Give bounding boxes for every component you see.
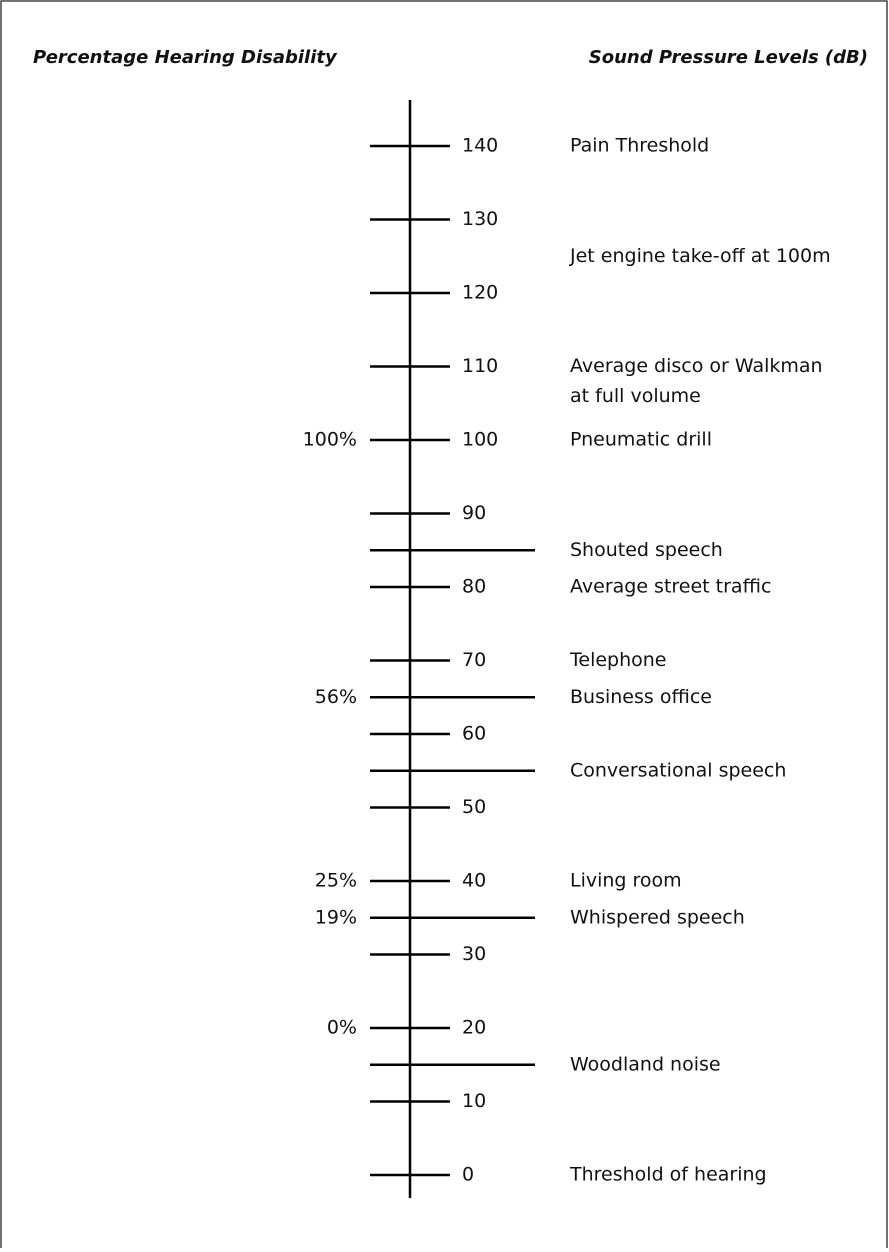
tick-label: 110 bbox=[462, 355, 498, 377]
tick-label: 40 bbox=[462, 870, 486, 892]
source-label: Living room bbox=[570, 870, 682, 892]
source-label: Jet engine take-off at 100m bbox=[569, 245, 831, 267]
left-title: Percentage Hearing Disability bbox=[33, 47, 338, 68]
disability-label: 25% bbox=[315, 870, 357, 892]
source-label: Shouted speech bbox=[570, 539, 723, 561]
tick-label: 60 bbox=[462, 723, 486, 745]
source-label: Whispered speech bbox=[570, 906, 745, 928]
tick-label: 50 bbox=[462, 796, 486, 818]
tick-label: 10 bbox=[462, 1090, 486, 1112]
source-label: Pain Threshold bbox=[570, 135, 709, 157]
tick-label: 120 bbox=[462, 282, 498, 304]
source-label: Average street traffic bbox=[570, 576, 771, 598]
disability-label: 0% bbox=[327, 1017, 357, 1039]
tick-label: 20 bbox=[462, 1017, 486, 1039]
source-label: Business office bbox=[570, 686, 712, 708]
source-label: Threshold of hearing bbox=[569, 1164, 767, 1186]
source-label: Telephone bbox=[569, 649, 667, 671]
source-label: Woodland noise bbox=[570, 1053, 721, 1075]
source-label: Average disco or Walkman bbox=[570, 355, 823, 377]
right-title: Sound Pressure Levels (dB) bbox=[589, 47, 868, 68]
tick-label: 70 bbox=[462, 649, 486, 671]
disability-label: 56% bbox=[315, 686, 357, 708]
tick-label: 90 bbox=[462, 502, 486, 524]
tick-label: 130 bbox=[462, 208, 498, 230]
disability-label: 19% bbox=[315, 906, 357, 928]
tick-label: 140 bbox=[462, 135, 498, 157]
tick-label: 0 bbox=[462, 1164, 474, 1186]
source-label: Conversational speech bbox=[570, 759, 786, 781]
disability-label: 100% bbox=[303, 429, 357, 451]
tick-label: 80 bbox=[462, 576, 486, 598]
source-label: at full volume bbox=[570, 385, 701, 407]
source-label: Pneumatic drill bbox=[570, 429, 712, 451]
tick-label: 100 bbox=[462, 429, 498, 451]
tick-label: 30 bbox=[462, 943, 486, 965]
